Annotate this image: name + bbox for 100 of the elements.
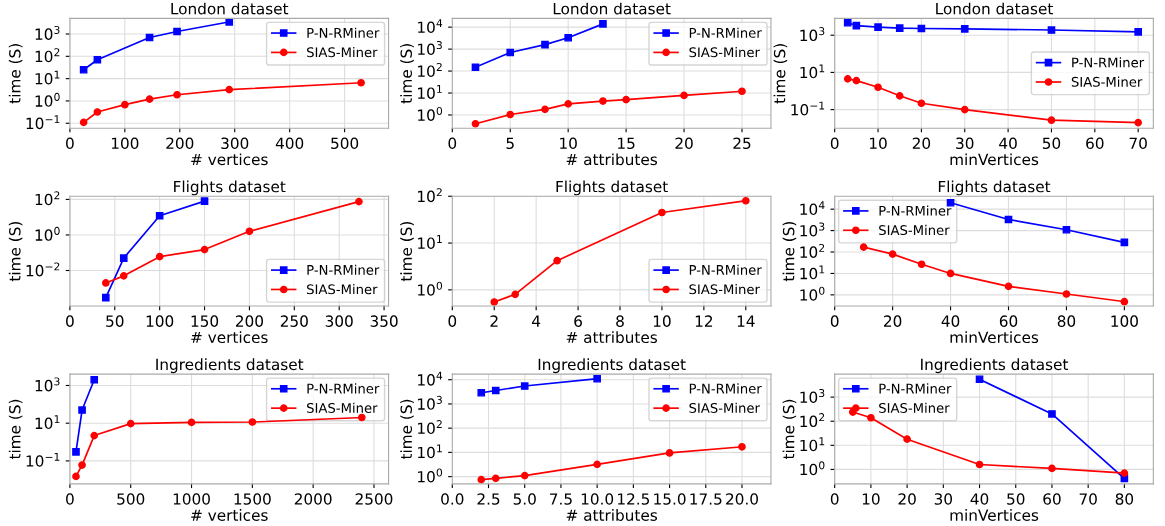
y-axis-title: time (S)	[400, 399, 414, 460]
point	[867, 413, 875, 422]
x-tick-label: 60	[1086, 137, 1104, 150]
point	[903, 435, 911, 443]
x-tick-label: 8	[616, 315, 624, 327]
y-axis-title: time (S)	[782, 221, 797, 282]
x-tick-label: 0	[66, 137, 74, 150]
point	[477, 388, 486, 397]
x-tick-label: 1500	[234, 493, 271, 505]
y-tick-label: 10$^{−1}$	[791, 101, 825, 116]
point	[471, 119, 480, 128]
x-tick-label: 250	[280, 315, 308, 327]
legend-label: P-N-RMiner	[307, 27, 380, 38]
y-axis-title: time (S)	[782, 399, 797, 460]
point	[665, 449, 674, 457]
x-tick-label: 150	[191, 315, 219, 327]
x-tick-label: 50	[1042, 137, 1061, 150]
point	[119, 272, 128, 280]
x-tick-label: 100	[146, 315, 174, 327]
legend-label: P-N-RMiner	[689, 27, 762, 38]
point	[93, 55, 102, 64]
point	[79, 65, 88, 74]
y-tick-label: 10$^{3}$	[418, 41, 442, 56]
x-tick-label: 40	[970, 493, 989, 505]
point	[960, 105, 969, 114]
point	[1047, 26, 1056, 34]
point	[490, 298, 499, 306]
y-tick-label: 10$^{1}$	[418, 235, 442, 249]
chart-title: Ingredients dataset	[921, 358, 1069, 374]
x-tick-label: 50	[1007, 493, 1025, 505]
legend-label: SIAS-Miner	[307, 47, 378, 58]
y-tick-label: 10$^{3}$	[800, 222, 825, 237]
x-tick-label: 20	[912, 137, 931, 150]
x-tick-label: 0	[830, 315, 839, 327]
point	[1062, 225, 1071, 234]
x-tick-label: 6	[574, 315, 582, 327]
y-tick-label: 10$^{4}$	[800, 201, 825, 216]
x-tick-label: 20.0	[726, 493, 758, 505]
point	[225, 85, 234, 94]
x-tick-label: 5.0	[513, 493, 536, 505]
y-tick-label: 10$^{2}$	[800, 413, 825, 428]
y-tick-label: 10$^{2}$	[800, 243, 825, 258]
point	[738, 87, 746, 96]
x-axis-title: minVertices	[950, 331, 1039, 344]
x-tick-label: 200	[166, 137, 194, 150]
point	[511, 290, 520, 299]
x-tick-label: 0	[830, 493, 839, 505]
y-tick-label: 10$^{1}$	[418, 85, 442, 99]
y-tick-label: 10$^{0}$	[800, 286, 825, 301]
point	[680, 91, 688, 100]
x-tick-label: 70	[1129, 137, 1147, 150]
x-tick-label: 30	[934, 493, 953, 505]
point	[599, 20, 607, 28]
legend-label: P-N-RMiner	[307, 383, 380, 394]
x-axis-title: # attributes	[566, 153, 658, 166]
legend-label: P-N-RMiner	[879, 205, 952, 216]
chart-title: Flights dataset	[556, 180, 668, 196]
y-tick-label: 10$^{−1}$	[26, 115, 60, 130]
x-tick-label: 10	[862, 493, 880, 505]
y-tick-label: 10$^{3}$	[418, 395, 442, 410]
chart-title: Flights dataset	[174, 180, 286, 196]
point	[1048, 410, 1056, 418]
y-tick-label: 10$^{0}$	[35, 92, 60, 107]
x-tick-label: 20	[675, 137, 693, 150]
x-tick-label: 2.5	[477, 493, 500, 505]
x-axis-title: # vertices	[191, 331, 268, 344]
point	[564, 100, 572, 108]
y-tick-label: 10$^{4}$	[418, 371, 443, 386]
x-tick-label: 80	[1057, 315, 1076, 327]
point	[78, 461, 86, 469]
point	[917, 99, 926, 108]
point	[93, 108, 102, 116]
x-tick-label: 80	[1115, 493, 1134, 505]
point	[593, 374, 601, 383]
point	[248, 418, 257, 426]
chart-title: Ingredients dataset	[538, 358, 686, 374]
point	[90, 431, 99, 440]
y-axis-title: time (S)	[773, 44, 788, 104]
legend-label: SIAS-Miner	[879, 224, 950, 236]
point	[1134, 118, 1142, 127]
legend-label: P-N-RMiner	[307, 264, 380, 275]
point	[245, 227, 254, 236]
y-tick-label: 10$^{2}$	[418, 420, 442, 435]
x-tick-label: 5	[506, 137, 514, 150]
x-axis-title: # attributes	[566, 509, 658, 521]
x-tick-label: 350	[370, 315, 398, 327]
point	[564, 33, 572, 42]
x-tick-label: 500	[331, 137, 359, 150]
point	[506, 110, 515, 119]
legend-label: SIAS-Miner	[307, 402, 378, 413]
x-axis-title: minVertices	[950, 509, 1039, 521]
x-tick-label: 40	[999, 137, 1017, 150]
legend-label: SIAS-Miner	[1071, 76, 1143, 87]
x-tick-label: 10.0	[581, 493, 614, 505]
legend-label: P-N-RMiner	[689, 264, 762, 275]
y-axis-title: time (S)	[8, 221, 23, 282]
y-tick-label: 10$^{2}$	[35, 48, 60, 63]
point	[975, 460, 984, 469]
x-tick-label: 300	[325, 315, 353, 327]
y-tick-label: 10$^{1}$	[800, 64, 825, 79]
